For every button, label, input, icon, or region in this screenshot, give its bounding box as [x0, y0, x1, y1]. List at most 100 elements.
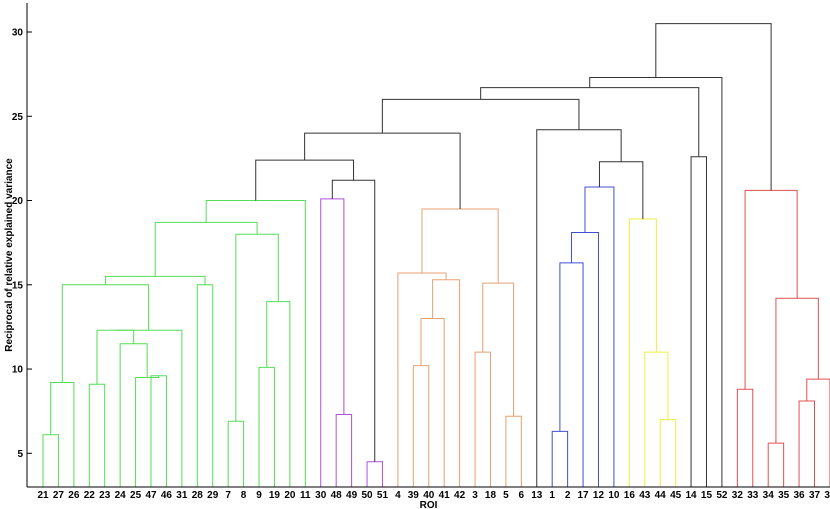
x-axis-label: ROI	[420, 500, 438, 509]
dendrogram-link-m12	[227, 420, 245, 487]
dendrogram-link-m33	[559, 262, 584, 487]
x-tick-label: 13	[531, 490, 543, 501]
y-tick-label: 15	[12, 280, 24, 291]
x-tick-label: 51	[377, 490, 389, 501]
dendrogram-link-m7	[96, 329, 135, 385]
y-tick-label: 10	[12, 365, 24, 376]
y-tick-label: 25	[12, 112, 24, 123]
dendrogram-link-m46	[767, 442, 785, 487]
y-ticks: 5 10 15 20 25 30	[12, 28, 32, 460]
x-tick-label: 29	[207, 490, 219, 501]
x-tick-label: 48	[331, 490, 343, 501]
dendrogram-link-m50	[744, 189, 798, 390]
x-tick-label: 11	[300, 490, 311, 501]
dendrogram-link-m6	[119, 343, 148, 487]
x-tick-label: 21	[37, 490, 49, 501]
dendrogram-link-m47	[798, 400, 815, 487]
x-tick-label: 33	[747, 490, 759, 501]
dendrogram-link-m48	[806, 378, 830, 487]
dendrogram-link-m35	[584, 186, 615, 487]
x-tick-label: 17	[577, 490, 589, 501]
x-tick-label: 4	[395, 490, 401, 501]
x-tick-label: 35	[778, 490, 790, 501]
x-tick-label: 19	[269, 490, 281, 501]
dendrogram-link-m30	[421, 208, 499, 284]
x-tick-label: 50	[361, 490, 373, 501]
dendrogram-link-m39	[598, 161, 644, 220]
x-tick-label: 49	[346, 490, 358, 501]
x-tick-label: 52	[716, 490, 728, 501]
x-tick-label: 12	[593, 490, 605, 501]
dendrogram-link-m5	[135, 375, 160, 487]
dendrogram-link-m14	[266, 301, 291, 487]
x-tick-label: 22	[84, 490, 96, 501]
x-tick-label: 1	[549, 490, 555, 501]
dendrogram-link-m44	[589, 77, 723, 487]
x-tick-label: 3	[472, 490, 478, 501]
x-tick-label: 42	[454, 490, 466, 501]
dendrogram-link-m41	[381, 98, 580, 134]
dendrogram-link-m16	[154, 221, 258, 277]
x-tick-label: 15	[701, 490, 713, 501]
axes	[26, 3, 830, 488]
x-tick-label: 14	[685, 490, 697, 501]
x-tick-label: 24	[115, 490, 127, 501]
x-tick-label: 20	[284, 490, 296, 501]
dendrogram-link-m45	[736, 388, 754, 487]
dendrogram-link-m23	[412, 365, 430, 487]
dendrogram-link-m18	[335, 414, 353, 487]
x-tick-label: 40	[423, 490, 435, 501]
x-tick-label: 31	[176, 490, 188, 501]
x-tick-label: 28	[192, 490, 204, 501]
x-tick-label: 39	[408, 490, 420, 501]
dendrogram-link-m38	[628, 218, 657, 487]
dendrogram-link-m15	[235, 233, 279, 422]
x-tick-label: 18	[485, 490, 497, 501]
x-tick-label: 30	[315, 490, 327, 501]
dendrogram-link-m1	[42, 434, 59, 487]
y-axis-label: Reciprocal of relative explained varianc…	[4, 158, 15, 352]
dendrogram-link-m40	[536, 129, 622, 487]
dendrogram-link-m24	[420, 317, 445, 487]
dendrogram-link-m13	[258, 366, 275, 487]
dendrogram-link-m26	[397, 272, 447, 487]
x-tick-label: 47	[145, 490, 157, 501]
dendrogram-link-m27	[474, 351, 491, 487]
x-tick-label: 34	[763, 490, 775, 501]
dendrogram-link-m25	[432, 279, 461, 487]
x-tick-label: 6	[519, 490, 525, 501]
dendrogram-link-m29	[482, 282, 515, 417]
x-tick-label: 8	[241, 490, 247, 501]
dendrogram-link-m3	[88, 383, 106, 487]
dendrogram-link-m17	[205, 200, 306, 487]
dendrogram-links	[42, 23, 830, 487]
dendrogram-link-m19	[320, 198, 345, 487]
x-tick-label: 26	[68, 490, 80, 501]
dendrogram-link-m49	[775, 297, 819, 444]
dendrogram-link-m11	[104, 275, 206, 285]
dendrogram-link-m20	[366, 461, 383, 487]
y-tick-label: 20	[12, 196, 24, 207]
x-tick-label: 2	[565, 490, 571, 501]
dendrogram-link-m43	[480, 87, 700, 157]
x-tick-label: 7	[225, 490, 231, 501]
dendrogram-link-m9	[61, 284, 150, 383]
x-tick-labels: 21 27 26 22 23 24 25 47 46 31 28 29 7 8 9 19 20 11 30 48 49 5…	[37, 490, 830, 501]
dendrogram-link-m32	[551, 430, 569, 487]
dendrogram-link-m2	[50, 382, 75, 487]
x-tick-label: 38	[824, 490, 830, 501]
dendrogram-link-m28	[505, 415, 522, 487]
x-tick-label: 45	[670, 490, 682, 501]
dendrogram-link-m34	[570, 232, 599, 487]
x-tick-label: 46	[161, 490, 173, 501]
x-tick-label: 43	[639, 490, 651, 501]
x-tick-label: 41	[439, 490, 451, 501]
x-tick-label: 36	[794, 490, 806, 501]
x-tick-label: 9	[256, 490, 262, 501]
y-tick-label: 30	[12, 28, 24, 39]
dendrogram-link-m31	[304, 132, 461, 209]
dendrogram-link-m51	[655, 23, 772, 191]
dendrogram-link-m36	[659, 419, 677, 487]
dendrogram-link-m4	[150, 375, 167, 487]
